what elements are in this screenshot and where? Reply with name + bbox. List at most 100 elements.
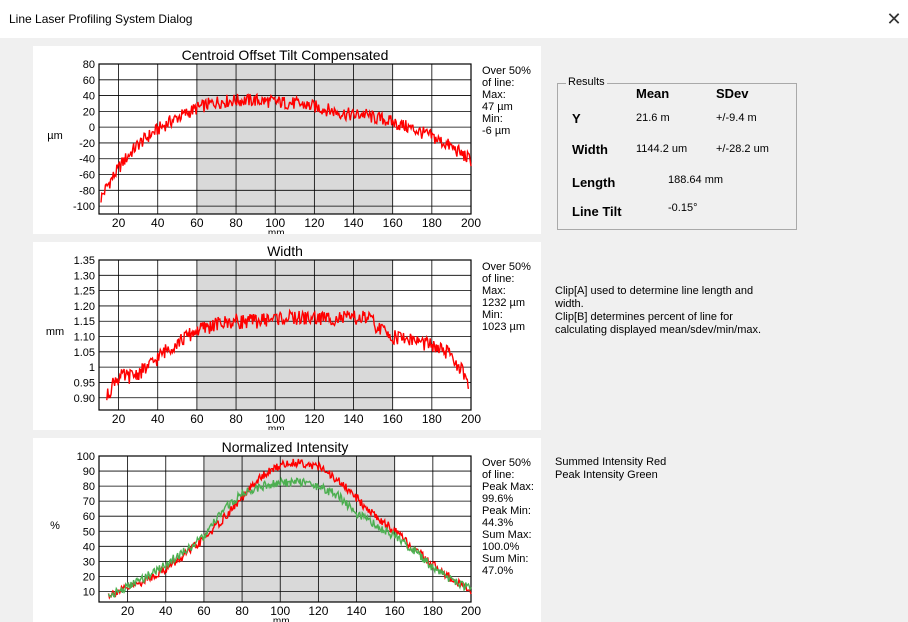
y-tick-label: -100 [73, 201, 95, 213]
y-tick-label: 80 [83, 481, 95, 493]
y-tick-label: 1.35 [74, 255, 95, 267]
width-chart-panel: Width 1.35 1.30 1.25 1.20 1.15 1.10 1.05 1 0.95 0.… [33, 242, 541, 430]
series-line [100, 92, 472, 203]
y-axis-label: µm [47, 130, 63, 142]
y-axis-label: mm [46, 326, 64, 338]
y-tick-label: 70 [83, 496, 95, 508]
x-tick-label: 60 [190, 216, 204, 230]
clip-a-note-line1: Clip[A] used to determine line length an… [555, 285, 754, 297]
x-axis-label: mm [273, 616, 290, 622]
y-axis-label: % [50, 520, 60, 532]
title-bar: Line Laser Profiling System Dialog ✕ [0, 0, 908, 38]
results-width-label: Width [572, 142, 608, 157]
stat-line: Over 50% [482, 457, 531, 469]
close-icon[interactable]: ✕ [886, 9, 902, 29]
chart-title: Normalized Intensity [222, 439, 349, 455]
y-tick-label: -60 [79, 170, 95, 182]
stat-line: Peak Max: [482, 481, 534, 493]
y-tick-label: -80 [79, 185, 95, 197]
y-tick-label: 10 [83, 586, 95, 598]
y-tick-label: 1.25 [74, 286, 95, 298]
y-tick-label: 0.95 [74, 377, 95, 389]
stat-line: Over 50% [482, 261, 531, 273]
x-tick-label: 100 [265, 216, 285, 230]
intensity-chart: Normalized Intensity 100 90 80 70 60 50 40 30 20 1… [50, 439, 534, 622]
x-axis-label: mm [268, 228, 285, 234]
clip-a-note-line2: width. [555, 298, 584, 310]
legend-peak-green: Peak Intensity Green [555, 469, 658, 481]
results-width-mean: 1144.2 um [636, 143, 688, 155]
x-tick-label: 200 [461, 604, 481, 618]
plot-frame [98, 259, 472, 411]
stat-line: Max: [482, 89, 506, 101]
stat-line: Min: [482, 309, 503, 321]
y-tick-label: 50 [83, 526, 95, 538]
results-width-sdev: +/-28.2 um [716, 143, 769, 155]
intensity-legend: Summed Intensity Red Peak Intensity Gree… [555, 456, 666, 482]
y-tick-label: 80 [83, 59, 95, 71]
y-tick-label: -20 [79, 138, 95, 150]
y-tick-label: 0 [89, 122, 95, 134]
y-tick-label: 100 [77, 451, 95, 463]
x-tick-label: 180 [422, 216, 442, 230]
y-tick-label: 30 [83, 556, 95, 568]
results-length-value: 188.64 mm [668, 174, 724, 186]
clip-b-note-line2: calculating displayed mean/sdev/min/max. [555, 324, 762, 336]
window-title: Line Laser Profiling System Dialog [9, 12, 193, 26]
results-y-label: Y [572, 111, 581, 126]
y-tick-label: 1.10 [74, 332, 95, 344]
width-chart: Width 1.35 1.30 1.25 1.20 1.15 1.10 1.05 1 0.95 0.… [46, 243, 531, 430]
results-length-label: Length [572, 175, 616, 190]
results-y-mean: 21.6 m [636, 112, 670, 124]
stat-line: 100.0% [482, 541, 520, 553]
stat-line: Max: [482, 285, 506, 297]
x-tick-label: 20 [112, 216, 126, 230]
shaded-clip-region [203, 456, 395, 602]
results-group: Results Mean SDev Y 21.6 m +/-9.4 m Widt… [557, 76, 797, 230]
y-tick-label: 1.20 [74, 301, 95, 313]
stat-line: Min: [482, 113, 503, 125]
x-tick-label: 80 [229, 412, 243, 426]
stat-line: 99.6% [482, 493, 513, 505]
x-tick-label: 40 [159, 604, 173, 618]
chart-title: Width [267, 243, 303, 259]
legend-summed-red: Summed Intensity Red [555, 456, 667, 468]
x-tick-label: 60 [197, 604, 211, 618]
stat-line: Over 50% [482, 65, 531, 77]
x-tick-label: 200 [461, 216, 481, 230]
plot-frame [98, 63, 472, 215]
shaded-clip-region [196, 64, 393, 214]
x-tick-label: 80 [229, 216, 243, 230]
results-tilt-label: Line Tilt [572, 204, 622, 219]
results-tilt-value: -0.15° [668, 202, 698, 214]
y-tick-label: 20 [83, 106, 95, 118]
x-tick-label: 120 [304, 412, 324, 426]
x-tick-label: 140 [347, 604, 367, 618]
clip-notes: Clip[A] used to determine line length an… [555, 285, 761, 337]
y-tick-label: 1.15 [74, 316, 95, 328]
y-tick-label: 40 [83, 91, 95, 103]
x-tick-label: 40 [151, 412, 165, 426]
stat-line: of line: [482, 77, 514, 89]
y-tick-label: 1.30 [74, 270, 95, 282]
y-tick-label: 90 [83, 466, 95, 478]
y-tick-label: -40 [79, 154, 95, 166]
x-tick-label: 80 [235, 604, 249, 618]
x-tick-label: 200 [461, 412, 481, 426]
series-line [106, 308, 469, 401]
x-tick-label: 120 [308, 604, 328, 618]
y-tick-label: 40 [83, 541, 95, 553]
stat-line: -6 µm [482, 125, 510, 137]
chart-title: Centroid Offset Tilt Compensated [182, 47, 389, 63]
results-col-mean: Mean [636, 86, 670, 101]
x-tick-label: 40 [151, 216, 165, 230]
stat-line: Sum Max: [482, 529, 532, 541]
x-tick-label: 100 [265, 412, 285, 426]
y-tick-label: 60 [83, 75, 95, 87]
y-tick-label: 1 [89, 362, 95, 374]
stat-line: of line: [482, 273, 514, 285]
stat-line: 1023 µm [482, 321, 525, 333]
stat-line: Peak Min: [482, 505, 531, 517]
y-tick-label: 20 [83, 571, 95, 583]
x-tick-label: 20 [112, 412, 126, 426]
